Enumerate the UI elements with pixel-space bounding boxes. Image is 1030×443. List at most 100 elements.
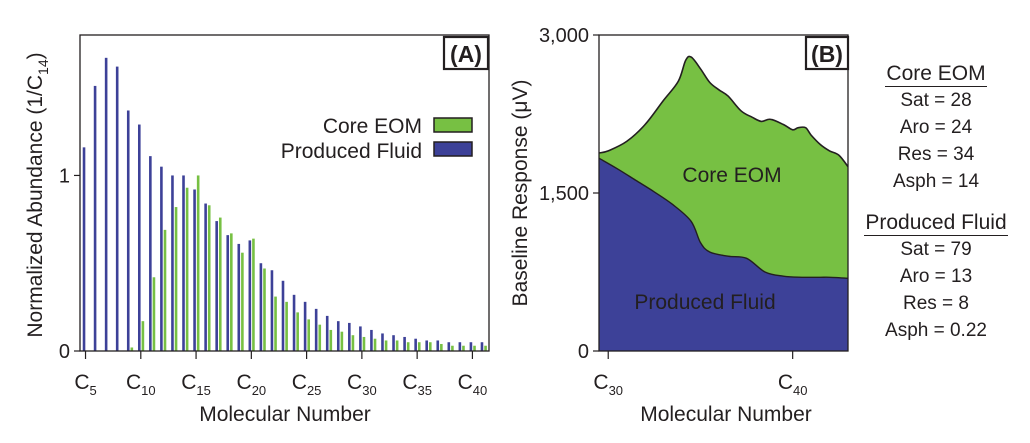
panel-b-frame: [598, 34, 849, 352]
produced-aro: Aro = 13: [899, 266, 973, 287]
core-asph: Asph = 14: [892, 171, 980, 192]
bar-produced-c19: [237, 243, 241, 351]
panel-a-frame: [79, 34, 490, 352]
bar-produced-c11: [149, 156, 152, 351]
bar-core-c35: [417, 342, 421, 351]
bar-core-c40: [473, 345, 476, 351]
line-produced-fluid: [598, 157, 849, 279]
panel-b-xtick-label: C40: [778, 371, 808, 398]
bar-produced-c14: [182, 175, 185, 351]
bar-produced-c35: [414, 338, 417, 351]
bar-core-c10: [141, 321, 145, 351]
bar-core-c22: [274, 296, 277, 351]
core-aro: Aro = 24: [899, 117, 973, 138]
bar-core-c33: [395, 340, 399, 351]
bar-core-c24: [296, 312, 299, 351]
bar-produced-c6: [93, 85, 97, 352]
bar-produced-c29: [348, 322, 351, 351]
bar-core-c14: [185, 187, 189, 351]
bar-core-c17: [218, 217, 222, 351]
bar-produced-c23: [281, 280, 285, 351]
bar-produced-c21: [259, 263, 263, 351]
panel-b-ticks: 0 1,500 3,000 C30 C40: [539, 25, 808, 398]
panel-b-xtick-label: C30: [593, 371, 623, 398]
panel-b-label: (B): [811, 41, 843, 67]
bar-produced-c13: [171, 175, 174, 351]
bar-produced-c26: [314, 308, 318, 351]
area-produced-fluid: [599, 158, 848, 351]
panel-a-ytick-label: 1: [59, 165, 70, 187]
produced-asph: Asph = 0.22: [885, 320, 987, 341]
bar-produced-c8: [115, 66, 119, 351]
legend-label-core: Core EOM: [323, 115, 422, 138]
bar-produced-c30: [359, 326, 362, 351]
bar-produced-c24: [292, 294, 296, 351]
bar-core-c21: [263, 268, 266, 351]
panel-b-ytick-label: 3,000: [539, 25, 589, 47]
panel-a-ylabel-main: Normalized Abundance (1/C: [24, 75, 47, 338]
panel-a-label: (A): [450, 41, 482, 67]
bar-produced-c28: [336, 321, 340, 351]
area-label-core: Core EOM: [682, 164, 781, 187]
produced-sat: Sat = 79: [900, 239, 972, 260]
panel-b-xlabel: Molecular Number: [640, 403, 812, 426]
panel-a-xtick-label: C5: [74, 371, 96, 398]
bar-core-c39: [462, 345, 465, 351]
panel-a-bars: [82, 57, 487, 352]
bar-produced-c7: [104, 57, 108, 351]
bar-produced-c27: [325, 315, 329, 351]
bar-produced-c22: [270, 270, 274, 351]
panel-a: 0 1 C5 C10 C15 C20 C25 C30 C35 C40 (A) Molecular …: [24, 34, 490, 426]
bar-core-c13: [174, 207, 178, 351]
bar-produced-c41: [480, 342, 484, 351]
composition-panel: Core EOM Sat = 28 Aro = 24 Res = 34 Asph…: [858, 62, 1014, 360]
bar-core-c12: [163, 229, 167, 351]
panel-b-ylabel: Baseline Response (μV): [509, 80, 532, 307]
panel-a-xtick-label: C35: [402, 371, 432, 398]
panel-b-areas: [598, 55, 849, 351]
bar-produced-c25: [303, 301, 307, 351]
bar-core-c20: [252, 238, 255, 351]
bar-produced-c12: [160, 166, 163, 351]
bar-produced-c38: [447, 342, 451, 351]
bar-core-c15: [196, 175, 200, 351]
panel-a-label-box: [442, 35, 490, 71]
panel-a-xtick-label: C10: [126, 371, 156, 398]
bar-core-c30: [362, 336, 366, 351]
bar-produced-c40: [469, 342, 473, 351]
bar-core-c36: [429, 342, 432, 351]
panel-a-xtick-label: C25: [292, 371, 322, 398]
core-res: Res = 34: [897, 144, 975, 165]
panel-a-xtick-label: C30: [347, 371, 377, 398]
bar-core-c27: [329, 329, 333, 351]
bar-produced-c34: [403, 336, 406, 351]
bar-core-c26: [318, 324, 322, 351]
bar-core-c31: [373, 338, 377, 351]
bar-produced-c32: [381, 333, 384, 351]
panel-a-ytick-label: 0: [59, 341, 70, 363]
produced-res: Res = 8: [902, 293, 969, 314]
panel-a-xlabel: Molecular Number: [199, 403, 371, 426]
bar-produced-c5: [82, 147, 86, 351]
bar-core-c28: [340, 331, 344, 351]
bar-produced-c36: [425, 340, 429, 351]
bar-core-c32: [384, 340, 388, 351]
bar-core-c41: [484, 345, 487, 351]
bar-core-c23: [285, 301, 288, 351]
bar-produced-c20: [248, 240, 252, 351]
panel-b-ytick-label: 0: [578, 341, 589, 363]
bar-core-c37: [440, 343, 443, 351]
bar-produced-c31: [370, 329, 373, 351]
bar-produced-c16: [204, 203, 207, 351]
bar-produced-c10: [137, 124, 141, 352]
bar-core-c25: [307, 319, 311, 351]
core-composition-title: Core EOM: [885, 62, 987, 87]
bar-core-c9: [130, 347, 134, 351]
bar-produced-c33: [392, 335, 395, 351]
panel-a-ylabel-sub: 14: [35, 59, 51, 75]
panel-b-ytick-label: 1,500: [539, 183, 589, 205]
panel-b: 0 1,500 3,000 C30 C40 (B) Core EOM Produced …: [509, 25, 850, 426]
bar-core-c19: [241, 252, 244, 351]
area-label-produced: Produced Fluid: [634, 291, 775, 314]
